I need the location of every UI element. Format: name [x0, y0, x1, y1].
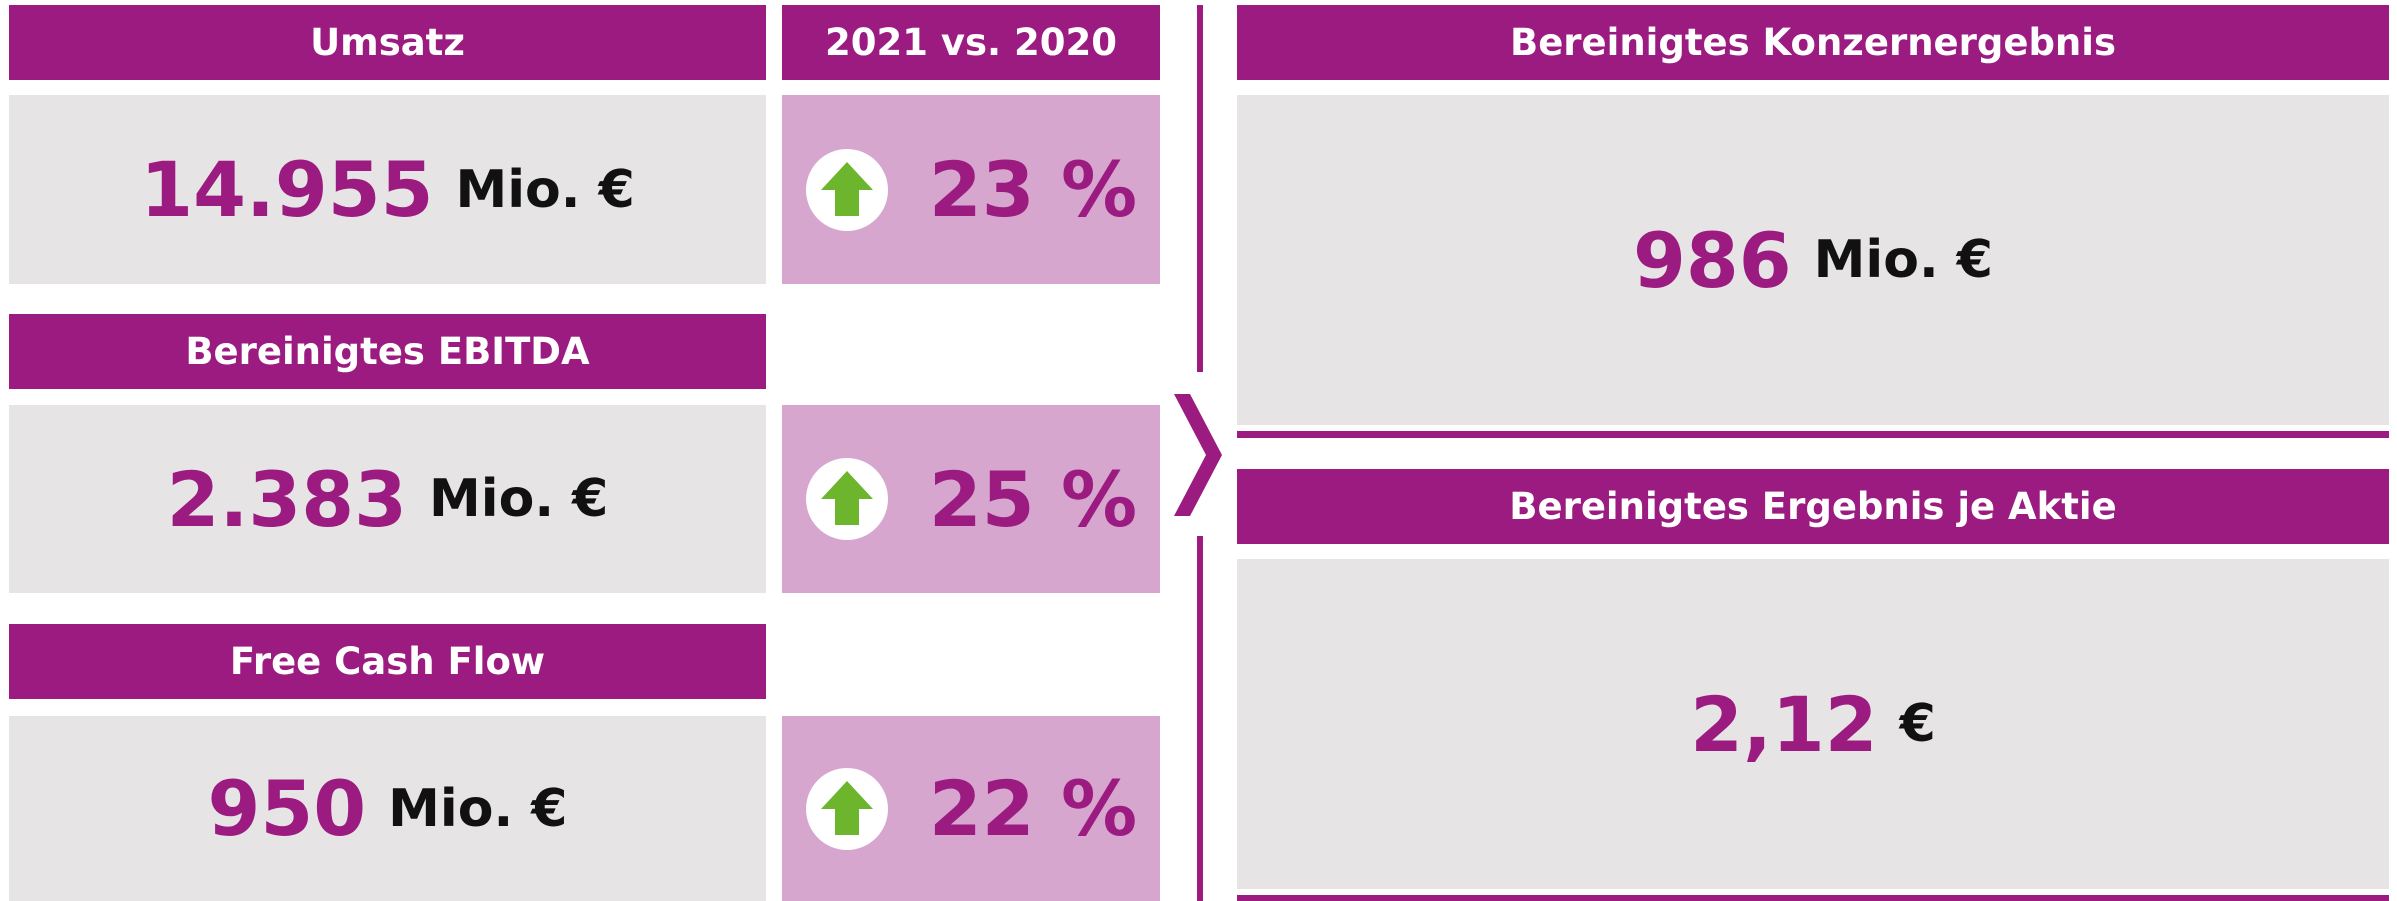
result-unit: € [1899, 694, 1936, 754]
result-box: 986 Mio. € [1237, 95, 2389, 425]
metric-box: 14.955 Mio. € [9, 95, 766, 284]
up-arrow-icon [805, 458, 888, 540]
change-value: 25 % [928, 454, 1138, 544]
result-label: Bereinigtes Konzernergebnis [1237, 5, 2389, 80]
comparison-header: 2021 vs. 2020 [782, 5, 1160, 80]
metric-value: 14.955 [140, 145, 434, 234]
metric-value: 2.383 [166, 454, 408, 544]
metric-value: 950 [207, 764, 367, 853]
change-box: 22 % [782, 716, 1160, 901]
up-arrow-icon [805, 767, 888, 850]
metric-label: Bereinigtes EBITDA [9, 314, 766, 389]
result-value: 986 [1633, 215, 1792, 305]
up-arrow-icon [805, 148, 888, 231]
result-unit: Mio. € [1813, 230, 1993, 290]
metric-label: Free Cash Flow [9, 624, 766, 699]
separator [1237, 895, 2389, 901]
result-value: 2,12 [1690, 679, 1878, 769]
metric-unit: Mio. € [429, 469, 609, 529]
separator [1237, 431, 2389, 438]
divider [1197, 536, 1203, 901]
metric-unit: Mio. € [388, 778, 568, 839]
metric-label: Umsatz [9, 5, 766, 80]
metric-box: 2.383 Mio. € [9, 405, 766, 593]
divider [1197, 5, 1203, 372]
change-box: 23 % [782, 95, 1160, 284]
change-value: 23 % [928, 145, 1138, 234]
change-value: 22 % [928, 764, 1138, 853]
metric-box: 950 Mio. € [9, 716, 766, 901]
metric-unit: Mio. € [455, 159, 635, 220]
result-box: 2,12 € [1237, 559, 2389, 889]
result-label: Bereinigtes Ergebnis je Aktie [1237, 469, 2389, 544]
chevron [1174, 394, 1222, 516]
change-box: 25 % [782, 405, 1160, 593]
